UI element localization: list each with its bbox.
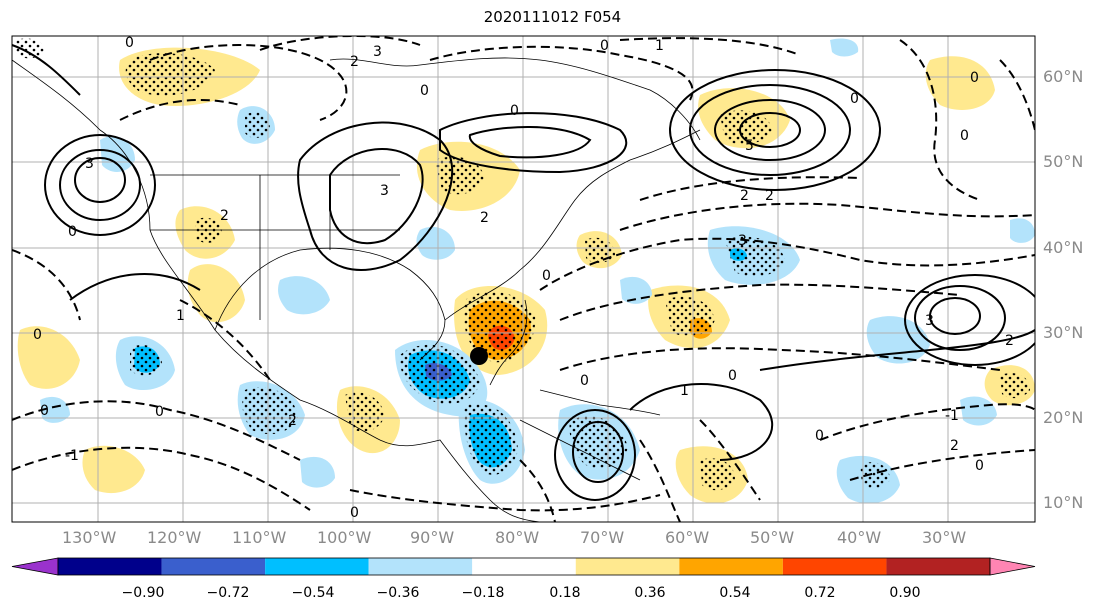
contour-label: 0: [33, 327, 42, 343]
contour-label: 0: [850, 91, 859, 107]
lon-label: 60°W: [665, 528, 710, 547]
lat-label: 30°N: [1043, 323, 1084, 342]
contour-label: 3: [925, 313, 934, 329]
contour-label: 1: [680, 383, 689, 399]
lon-label: 120°W: [147, 528, 202, 547]
contour-label: 0: [68, 224, 77, 240]
lon-label: 70°W: [580, 528, 625, 547]
contour-label: 2: [350, 54, 359, 70]
lon-label: 30°W: [922, 528, 967, 547]
contour-label: 5: [745, 138, 754, 154]
contour-label: 0: [728, 368, 737, 384]
contour-label: -1: [65, 448, 79, 464]
lon-label: 40°W: [837, 528, 882, 547]
contour-label: 0: [542, 268, 551, 284]
colorbar-tick-label: −0.90: [121, 585, 165, 601]
lat-label: 60°N: [1043, 67, 1084, 86]
contour-label: 2: [765, 188, 774, 204]
contour-label: 1: [655, 38, 664, 54]
storm-center-marker: [470, 347, 488, 365]
contour-label: 0: [40, 403, 49, 419]
colorbar-tick-label: 0.90: [889, 585, 921, 601]
colorbar-tick-label: −0.54: [291, 585, 335, 601]
contour-label: 2: [1005, 333, 1014, 349]
lon-label: 100°W: [317, 528, 372, 547]
contour-label: 0: [960, 128, 969, 144]
contour-label: -1: [945, 408, 959, 424]
contour-label: 0: [815, 428, 824, 444]
contour-label: 3: [85, 156, 94, 172]
contour-label: 0: [600, 38, 609, 54]
colorbar-tick-label: −0.36: [376, 585, 420, 601]
shading-layer: [15, 38, 1035, 504]
contour-label: 1: [176, 308, 185, 324]
contour-label: 3: [373, 44, 382, 60]
contour-label: 2: [950, 438, 959, 454]
lon-label: 130°W: [62, 528, 117, 547]
contour-label: 0: [510, 103, 519, 119]
contour-label: 0: [155, 404, 164, 420]
contour-label: 0: [350, 505, 359, 521]
map-frame: [11, 35, 1036, 523]
contour-label: 2: [740, 188, 749, 204]
lon-label: 110°W: [232, 528, 287, 547]
lat-label: 40°N: [1043, 238, 1084, 257]
contour-label: 0: [975, 458, 984, 474]
colorbar-tick-label: 0.36: [634, 585, 666, 601]
lon-label: 50°W: [750, 528, 795, 547]
lon-label: 80°W: [495, 528, 540, 547]
colorbar-tick-label: 0.18: [549, 585, 581, 601]
contour-label: 3: [380, 183, 389, 199]
contour-label: 0: [420, 83, 429, 99]
lat-label: 20°N: [1043, 408, 1084, 427]
contour-label: 3: [738, 233, 747, 249]
contour-label: 2: [288, 413, 297, 429]
lat-label: 10°N: [1043, 493, 1084, 512]
contour-label: 0: [125, 35, 134, 51]
colorbar-tick-label: 0.54: [719, 585, 751, 601]
contour-labels: 0 3 2 0 0 0 1 3 0 1 0 0 0 2 -1 0 3 2 0 0…: [33, 35, 1014, 521]
contour-label: 2: [480, 210, 489, 226]
contour-label: 0: [580, 373, 589, 389]
coastlines: [12, 57, 701, 522]
lat-label: 50°N: [1043, 152, 1084, 171]
lon-label: 90°W: [410, 528, 455, 547]
colorbar-tick-label: −0.72: [206, 585, 250, 601]
contour-label: 0: [970, 70, 979, 86]
contour-lines: [12, 36, 1035, 522]
colorbar-tick-label: −0.18: [461, 585, 505, 601]
colorbar-tick-label: 0.72: [804, 585, 836, 601]
map-title: 2020111012 F054: [483, 8, 622, 26]
contour-label: 2: [220, 208, 229, 224]
